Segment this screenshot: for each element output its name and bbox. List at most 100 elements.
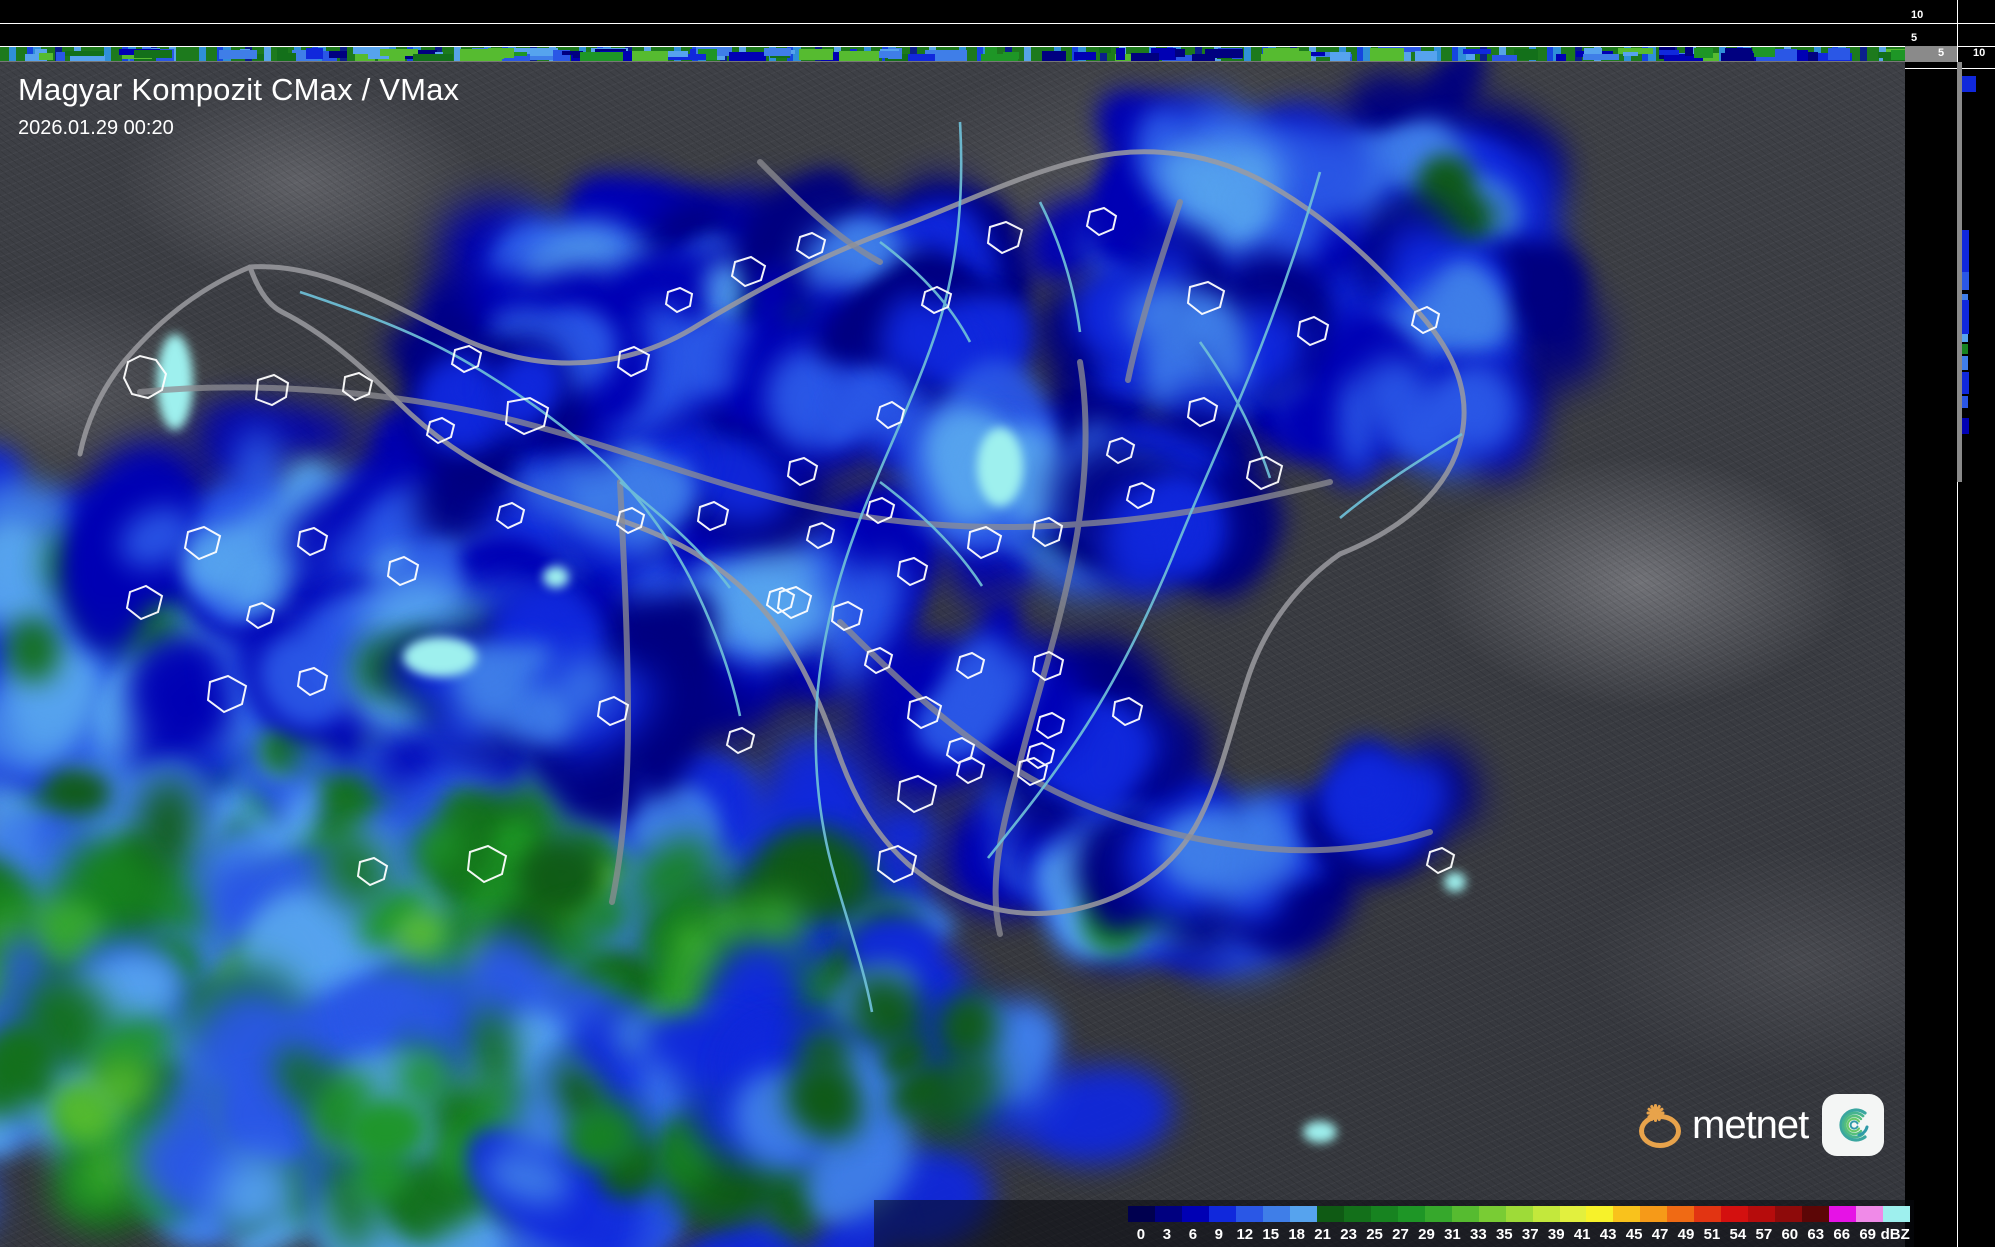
- cross-section-echo-cell: [1204, 48, 1244, 59]
- colorbar-tick-69: 69: [1859, 1226, 1876, 1243]
- radar-echo-cell: [157, 334, 193, 430]
- axis-tick-bottom-10: 10: [1973, 47, 1986, 59]
- cross-section-echo-cell: [763, 47, 792, 56]
- colorbar-swatch: [1316, 1206, 1344, 1222]
- cross-section-echo-cell: [1099, 47, 1112, 54]
- cross-section-echo-cell: [579, 52, 623, 62]
- axis-echo-mark: [1962, 294, 1968, 304]
- axis-echo-mark: [1962, 418, 1969, 434]
- cross-section-echo-cell: [884, 53, 926, 62]
- colorbar-tick-29: 29: [1418, 1226, 1435, 1243]
- colorbar-tick-57: 57: [1755, 1226, 1773, 1243]
- colorbar-swatch: [1424, 1206, 1452, 1222]
- cross-section-echo-cell: [38, 52, 53, 60]
- cross-section-echo-cell: [133, 49, 172, 59]
- colorbar-tick-51: 51: [1703, 1226, 1721, 1243]
- cross-section-echo-cell: [1622, 52, 1639, 57]
- colorbar-tick-9: 9: [1214, 1226, 1223, 1243]
- colorbar-tick-63: 63: [1807, 1226, 1825, 1243]
- colorbar-tick-31: 31: [1444, 1226, 1461, 1243]
- cross-section-echo-cell: [219, 50, 257, 60]
- colorbar-swatch: [1694, 1206, 1722, 1222]
- colorbar-swatch: [1181, 1206, 1209, 1222]
- colorbar-swatch: [1559, 1206, 1587, 1222]
- colorbar-tick-41: 41: [1573, 1226, 1591, 1243]
- cross-section-echo-cell: [1311, 52, 1326, 57]
- cross-section-echo-cell: [380, 49, 418, 56]
- cross-section-echo-cell: [1370, 47, 1405, 61]
- cross-section-echo-band: [0, 47, 1905, 62]
- radar-echo-cell: [543, 566, 569, 588]
- colorbar-tick-23: 23: [1340, 1226, 1357, 1243]
- brand-wordmark: metnet: [1692, 1103, 1809, 1147]
- colorbar-swatch: [1748, 1206, 1776, 1222]
- cross-section-echo-cell: [697, 49, 717, 61]
- cross-section-strip: [0, 0, 1905, 62]
- cross-section-echo-cell: [488, 47, 515, 59]
- cross-section-gridline: [0, 46, 1905, 47]
- cross-section-echo-cell: [1685, 47, 1693, 56]
- axis-echo-mark: [1962, 356, 1968, 370]
- cross-section-echo-cell: [562, 51, 584, 56]
- colorbar-swatch: [1235, 1206, 1263, 1222]
- spiral-glyph: [1839, 1108, 1869, 1142]
- cross-section-echo-cell: [353, 47, 378, 54]
- cross-section-echo-cell: [1890, 49, 1905, 60]
- cross-section-echo-cell: [412, 54, 454, 62]
- cross-section-echo-cell: [354, 53, 376, 62]
- radar-composite-map[interactable]: [0, 62, 1905, 1247]
- axis-echo-mark: [1962, 334, 1968, 342]
- colorbar-tick-45: 45: [1625, 1226, 1643, 1243]
- cross-section-echo-cell: [64, 50, 105, 57]
- axis-vertical-line: [1957, 0, 1958, 1247]
- cross-section-echo-cell: [1584, 47, 1603, 57]
- cross-section-echo-cell: [1191, 54, 1216, 62]
- cross-section-echo-cell: [1583, 54, 1619, 60]
- timestamp: 2026.01.29 00:20: [18, 117, 174, 139]
- colorbar-tick-15: 15: [1262, 1226, 1280, 1243]
- colorbar-tick-12: 12: [1236, 1226, 1254, 1243]
- cross-section-echo-cell: [305, 47, 324, 59]
- axis-tick-left-10: 10: [1911, 9, 1924, 21]
- colorbar-swatch: [1883, 1206, 1911, 1222]
- cross-section-echo-cell: [1462, 48, 1491, 54]
- cross-section-echo-cell: [24, 53, 39, 62]
- cross-section-echo-cell: [1131, 53, 1159, 62]
- axis-echo-mark: [1962, 84, 1970, 92]
- colorbar-tick-39: 39: [1547, 1226, 1565, 1243]
- radar-echo-cell: [403, 637, 477, 677]
- colorbar-swatch: [1154, 1206, 1182, 1222]
- cross-section-echo-cell: [1262, 48, 1300, 62]
- colorbar-swatch: [1640, 1206, 1668, 1222]
- cross-section-echo-cell: [1556, 54, 1567, 62]
- cross-section-echo-cell: [1618, 47, 1653, 54]
- cross-section-echo-cell: [1465, 48, 1475, 61]
- colorbar-tick-25: 25: [1366, 1226, 1383, 1243]
- colorbar-swatch: [1262, 1206, 1290, 1222]
- colorbar-swatch: [1370, 1206, 1398, 1222]
- radar-echo-cell: [1444, 872, 1466, 892]
- cross-section-echo-cell: [628, 50, 669, 62]
- colorbar-tick-33: 33: [1470, 1226, 1487, 1243]
- cross-section-echo-cell: [1161, 54, 1205, 62]
- cross-section-echo-cell: [253, 53, 264, 60]
- axis-gray-bar: [1957, 62, 1962, 482]
- cross-section-echo-cell: [908, 54, 936, 62]
- cross-section-gridline: [0, 23, 1905, 24]
- cross-section-echo-cell: [69, 54, 106, 62]
- colorbar-tick-35: 35: [1495, 1226, 1513, 1243]
- colorbar-tick-60: 60: [1781, 1226, 1799, 1243]
- cross-section-echo-cell: [1659, 50, 1680, 55]
- radar-echo-cell: [977, 428, 1023, 506]
- colorbar-tick-54: 54: [1729, 1226, 1747, 1243]
- metnet-logo[interactable]: metnet: [1622, 1092, 1885, 1158]
- axis-echo-mark: [1962, 344, 1968, 354]
- cross-section-echo-cell: [924, 50, 968, 61]
- axis-echo-mark: [1962, 300, 1969, 334]
- cross-section-echo-cell: [1753, 47, 1775, 57]
- colorbar-tick-21: 21: [1314, 1226, 1331, 1243]
- colorbar-swatch: [1208, 1206, 1236, 1222]
- spiral-badge-icon[interactable]: [1822, 1094, 1885, 1156]
- colorbar-tick-37: 37: [1521, 1226, 1539, 1243]
- colorbar-swatch: [1586, 1206, 1614, 1222]
